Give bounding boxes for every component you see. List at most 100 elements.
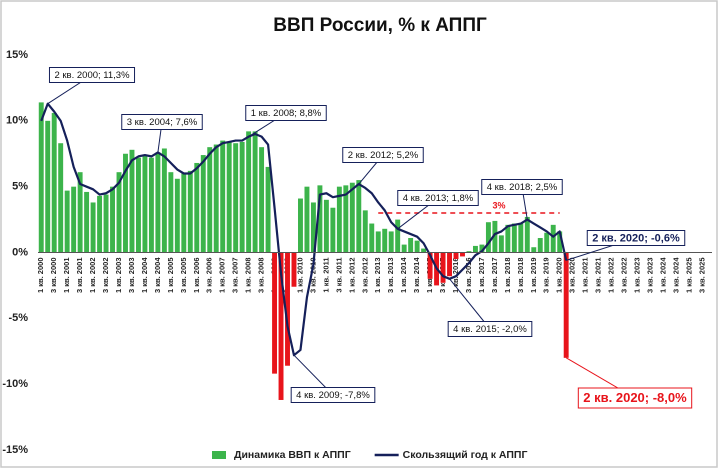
bar (239, 141, 245, 253)
annotation: 2 кв. 2000; 11,3% (47, 67, 136, 105)
bar (485, 222, 491, 253)
bar (310, 202, 316, 253)
x-tick-label: 3 кв. 2001 (75, 258, 84, 293)
bar (207, 147, 213, 253)
x-tick-label: 1 кв. 2003 (114, 258, 123, 293)
x-tick-label: 3 кв. 2019 (542, 258, 551, 293)
x-tick-label: 3 кв. 2011 (334, 258, 343, 293)
bar (84, 191, 90, 253)
bar (382, 228, 388, 253)
x-tick-label: 1 кв. 2024 (658, 257, 667, 293)
x-tick-label: 3 кв. 2002 (101, 258, 110, 293)
annotation-leader (449, 278, 491, 330)
bar (421, 248, 427, 253)
annotation-label: 4 кв. 2009; -7,8% (296, 390, 370, 401)
bar (110, 186, 115, 253)
x-tick-label: 3 кв. 2010 (308, 258, 317, 293)
y-tick-label: -10% (2, 378, 28, 390)
annotation-label: 2 кв. 2000; 11,3% (54, 70, 130, 81)
bar (401, 244, 407, 253)
x-tick-label: 1 кв. 2004 (140, 257, 149, 293)
legend-label: Скользящий год к АППГ (403, 449, 528, 461)
bar (77, 172, 83, 253)
bar (356, 180, 362, 253)
bar (200, 155, 206, 253)
annotation-box (586, 230, 686, 246)
x-tick-label: 1 кв. 2025 (684, 258, 693, 293)
bar (369, 223, 375, 253)
annotation-label: 3 кв. 2004; 7,6% (127, 117, 198, 128)
bar (226, 141, 232, 253)
bar (168, 172, 174, 253)
bar (447, 252, 452, 277)
bar (155, 152, 161, 253)
bar (194, 162, 200, 253)
bar (460, 252, 465, 257)
x-tick-label: 3 кв. 2024 (671, 257, 680, 293)
annotation-box (342, 147, 424, 163)
annotation: 1 кв. 2008; 8,8% (245, 105, 327, 138)
x-tick-label: 1 кв. 2007 (218, 258, 227, 293)
bar (511, 223, 517, 253)
bar (51, 112, 57, 253)
annotation-label: 2 кв. 2012; 5,2% (348, 150, 419, 161)
annotation: 2 кв. 2020; -8,0% (565, 357, 693, 409)
bar (174, 178, 180, 253)
bar (531, 247, 537, 253)
y-tick-label: 5% (12, 181, 28, 193)
bar (505, 224, 511, 253)
annotation-box (481, 179, 563, 195)
bar (557, 231, 563, 253)
bar (518, 223, 524, 253)
bar (537, 238, 543, 253)
annotation: 2 кв. 2020; -0,6% (566, 230, 686, 261)
x-tick-label: 1 кв. 2011 (321, 258, 330, 293)
x-tick-label: 3 кв. 2003 (127, 258, 136, 293)
x-tick-label: 3 кв. 2017 (490, 258, 499, 293)
y-tick-label: 10% (6, 115, 28, 127)
bar (265, 166, 271, 253)
bar (414, 240, 420, 253)
bar (544, 232, 550, 253)
x-tick-label: 1 кв. 2018 (503, 258, 512, 293)
bar (97, 195, 103, 253)
annotation-box (48, 67, 136, 83)
annotation-label: 2 кв. 2020; -8,0% (583, 390, 687, 405)
bar (298, 198, 303, 253)
y-tick-label: 15% (6, 49, 28, 61)
bar (220, 140, 226, 253)
annotation: 4 кв. 2018; 2,5% (481, 179, 563, 220)
bar (161, 148, 167, 253)
x-tick-label: 1 кв. 2002 (88, 258, 97, 293)
bar (479, 244, 485, 253)
x-tick-label: 1 кв. 2013 (373, 258, 382, 293)
x-tick-label: 3 кв. 2008 (257, 258, 266, 293)
x-tick-label: 1 кв. 2006 (192, 258, 201, 293)
x-tick-label: 3 кв. 2013 (386, 258, 395, 293)
bar (375, 231, 381, 253)
bar (362, 210, 368, 253)
bar (472, 245, 478, 253)
bar (317, 185, 323, 253)
bar (252, 131, 258, 253)
x-tick-label: 1 кв. 2005 (166, 258, 175, 293)
line (40, 102, 568, 357)
bar (148, 157, 154, 253)
annotation-box (121, 114, 203, 130)
x-tick-label: 1 кв. 2014 (399, 257, 408, 293)
bar (336, 186, 342, 253)
bar (440, 252, 446, 283)
bar (181, 173, 187, 253)
x-tick-label: 1 кв. 2020 (555, 258, 564, 293)
bar (187, 170, 193, 253)
x-tick-label: 3 кв. 2012 (360, 258, 369, 293)
bar (233, 143, 239, 253)
bar (323, 199, 329, 253)
annotation-label: 1 кв. 2008; 8,8% (251, 108, 322, 119)
bar (453, 252, 459, 260)
annotation-box (447, 321, 533, 337)
x-tick-label: 1 кв. 2021 (581, 258, 590, 293)
bar (304, 186, 310, 253)
annotation: 3 кв. 2004; 7,6% (121, 114, 203, 153)
